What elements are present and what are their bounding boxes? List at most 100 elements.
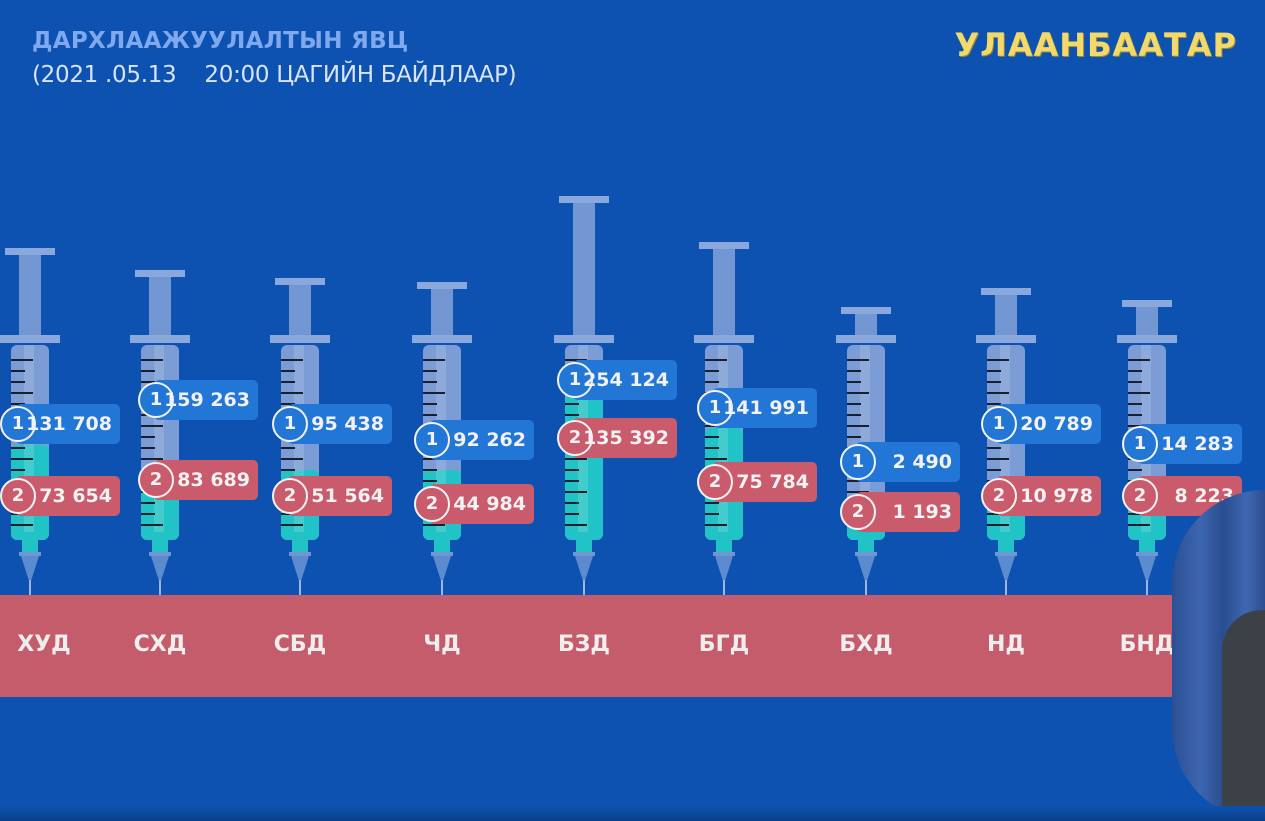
syringe-tick [1128,392,1150,394]
dose2-value: 83 689 [177,469,250,491]
dose2-value: 44 984 [453,493,526,515]
syringe-flange [836,335,896,343]
syringe-tick [281,370,295,372]
chart-subtitle: (2021 .05.13 20:00 ЦАГИЙН БАЙДЛААР) [32,62,517,88]
dose2-badge: 2 10 978 [981,476,1101,516]
syringe-tick [987,513,1001,515]
syringe-tick [565,480,579,482]
syringe-hub-ring [19,552,41,556]
syringe-tick [281,392,303,394]
dose2-number-icon: 2 [272,478,308,514]
syringe-tick [987,469,1001,471]
syringe-tick [11,392,33,394]
dose1-badge: 1 92 262 [414,420,534,460]
syringe-needle [29,580,31,595]
city-title: УЛААНБААТАР [954,26,1237,64]
dose2-number-icon: 2 [0,478,36,514]
syringe-tick [705,513,719,515]
syringe-flange [976,335,1036,343]
syringe-tick [141,436,155,438]
syringe-hub [152,540,168,554]
dose1-value: 141 991 [723,397,809,419]
syringe-needle [583,580,585,595]
syringe-tick [847,414,861,416]
syringe-flange [0,335,60,343]
dose2-number-icon: 2 [414,486,450,522]
syringe-tick [281,524,303,526]
syringe-needle-cone [151,556,169,584]
syringe-tick [705,502,719,504]
syringe-tick [141,359,163,361]
syringe-needle-cone [21,556,39,584]
dose2-badge: 2 73 654 [0,476,120,516]
syringe-flange [130,335,190,343]
syringe-tick [565,469,579,471]
dose1-number-icon: 1 [981,406,1017,442]
syringe-plunger-cap [699,242,749,249]
syringe-plunger-cap [5,248,55,255]
syringe-plunger-cap [559,196,609,203]
syringe-needle-cone [1138,556,1156,584]
district-label: ЧД [423,632,461,657]
syringe-tick [565,458,587,460]
dose1-badge: 1 141 991 [697,388,817,428]
dose2-badge: 2 51 564 [272,476,392,516]
syringe-tick [847,370,861,372]
district-label: БЗД [558,632,610,657]
syringe-needle-cone [291,556,309,584]
syringe-plunger-cap [417,282,467,289]
dose2-value: 51 564 [311,485,384,507]
syringe-plunger-cap [981,288,1031,295]
syringe-needle [1005,580,1007,595]
syringe-tick [705,524,727,526]
dose2-badge: 2 83 689 [138,460,258,500]
syringe-tick [281,469,295,471]
dose1-value: 131 708 [26,413,112,435]
dose2-value: 73 654 [39,485,112,507]
syringe-hub-ring [1136,552,1158,556]
district-label: ХУД [17,632,71,657]
syringe-tick [565,414,579,416]
syringe-tick [987,359,1009,361]
syringe-needle [1146,580,1148,595]
syringe-plunger [149,276,171,335]
syringe-tick [705,359,727,361]
syringe-hub [1139,540,1155,554]
syringe-plunger [855,313,877,335]
syringe-plunger [19,254,41,335]
syringe-tick [847,392,869,394]
syringe-flange [1117,335,1177,343]
syringe-tick [565,502,579,504]
syringe-tick [423,381,437,383]
syringe-tick [847,436,861,438]
syringe-hub-ring [289,552,311,556]
syringe-flange [554,335,614,343]
syringe-tick [281,359,303,361]
district-label: БГД [698,632,750,657]
syringe-plunger [713,248,735,335]
dose2-number-icon: 2 [697,464,733,500]
syringe-needle [723,580,725,595]
syringe-tick [565,491,587,493]
syringe-tick [1128,513,1142,515]
dose1-value: 92 262 [453,429,526,451]
dose1-number-icon: 1 [0,406,36,442]
dose1-badge: 1 159 263 [138,380,258,420]
syringe-tick [705,447,719,449]
syringe-plunger [995,294,1017,335]
dose1-value: 254 124 [583,369,669,391]
syringe-hub-ring [995,552,1017,556]
syringe-tick [705,381,719,383]
dose1-value: 95 438 [311,413,384,435]
syringe-tick [1128,370,1142,372]
syringe-tick [11,469,25,471]
syringe-tick [987,403,1001,405]
syringe-needle [865,580,867,595]
syringe-tick [565,513,579,515]
syringe-tick [11,370,25,372]
dose1-badge: 1 95 438 [272,404,392,444]
syringe-hub-ring [573,552,595,556]
syringe-hub [858,540,874,554]
district-band [0,595,1265,697]
syringe-needle-cone [575,556,593,584]
